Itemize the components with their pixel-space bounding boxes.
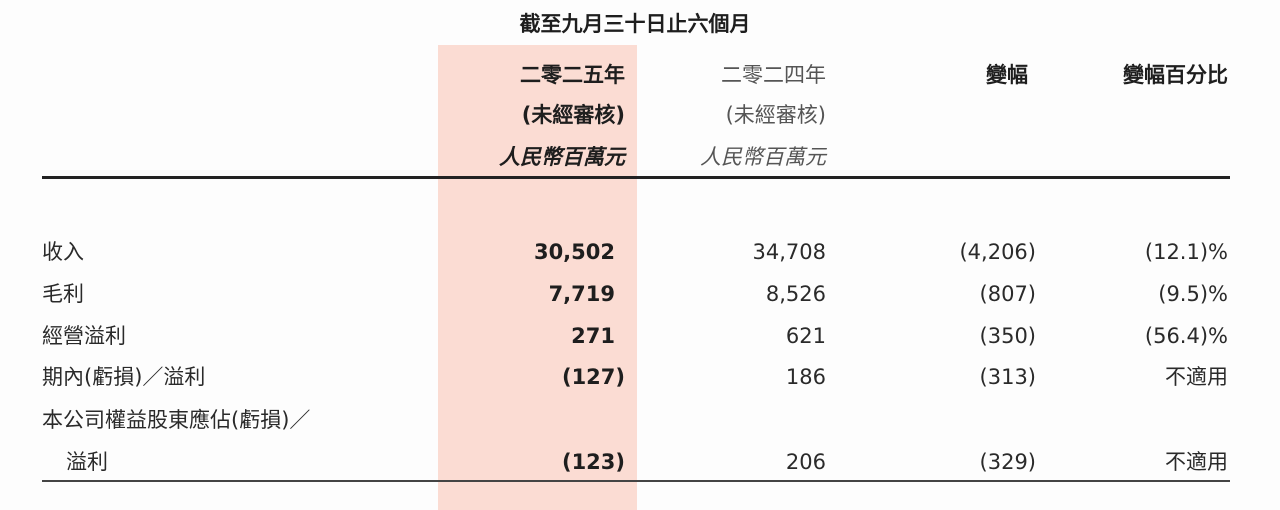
value-2024: 8,526 bbox=[765, 282, 826, 306]
value-2025: 7,719 bbox=[548, 282, 615, 306]
value-pct: 不適用 bbox=[1165, 450, 1228, 474]
value-change: (313) bbox=[979, 365, 1036, 389]
col-2024-audit: (未經審核) bbox=[725, 103, 826, 127]
col-change-pct: 變幅百分比 bbox=[1123, 63, 1228, 87]
value-2025: 30,502 bbox=[533, 240, 615, 264]
value-2024: 186 bbox=[785, 365, 826, 389]
row-label: 本公司權益股東應佔(虧損)／ bbox=[42, 408, 311, 432]
period-header-text: 截至九月三十日止六個月 bbox=[519, 12, 751, 36]
col-2024-year: 二零二四年 bbox=[721, 63, 826, 87]
header-rule bbox=[42, 176, 1230, 179]
value-change: (4,206) bbox=[959, 240, 1036, 264]
value-change: (350) bbox=[979, 324, 1036, 348]
row-label: 收入 bbox=[42, 240, 84, 264]
value-2025: (123) bbox=[561, 450, 625, 474]
col-change: 變幅 bbox=[986, 63, 1028, 87]
value-pct: (56.4)% bbox=[1144, 324, 1228, 348]
value-2024: 206 bbox=[785, 450, 826, 474]
value-change: (329) bbox=[979, 450, 1036, 474]
value-2024: 621 bbox=[785, 324, 826, 348]
value-change: (807) bbox=[979, 282, 1036, 306]
current-year-highlight bbox=[438, 45, 637, 510]
value-pct: (12.1)% bbox=[1144, 240, 1228, 264]
row-label-continuation: 溢利 bbox=[66, 450, 108, 474]
row-label: 經營溢利 bbox=[42, 324, 126, 348]
value-pct: 不適用 bbox=[1165, 365, 1228, 389]
value-2024: 34,708 bbox=[752, 240, 826, 264]
row-label: 期內(虧損)／溢利 bbox=[42, 365, 206, 389]
col-2025-unit: 人民幣百萬元 bbox=[499, 145, 625, 169]
col-2024-unit: 人民幣百萬元 bbox=[700, 145, 826, 169]
value-pct: (9.5)% bbox=[1158, 282, 1228, 306]
footer-rule bbox=[42, 480, 1230, 482]
value-2025: (127) bbox=[561, 365, 625, 389]
col-2025-audit: (未經審核) bbox=[521, 103, 625, 127]
value-2025: 271 bbox=[571, 324, 615, 348]
row-label: 毛利 bbox=[42, 282, 84, 306]
col-2025-year: 二零二五年 bbox=[520, 63, 625, 87]
period-header: 截至九月三十日止六個月 bbox=[0, 10, 1280, 38]
